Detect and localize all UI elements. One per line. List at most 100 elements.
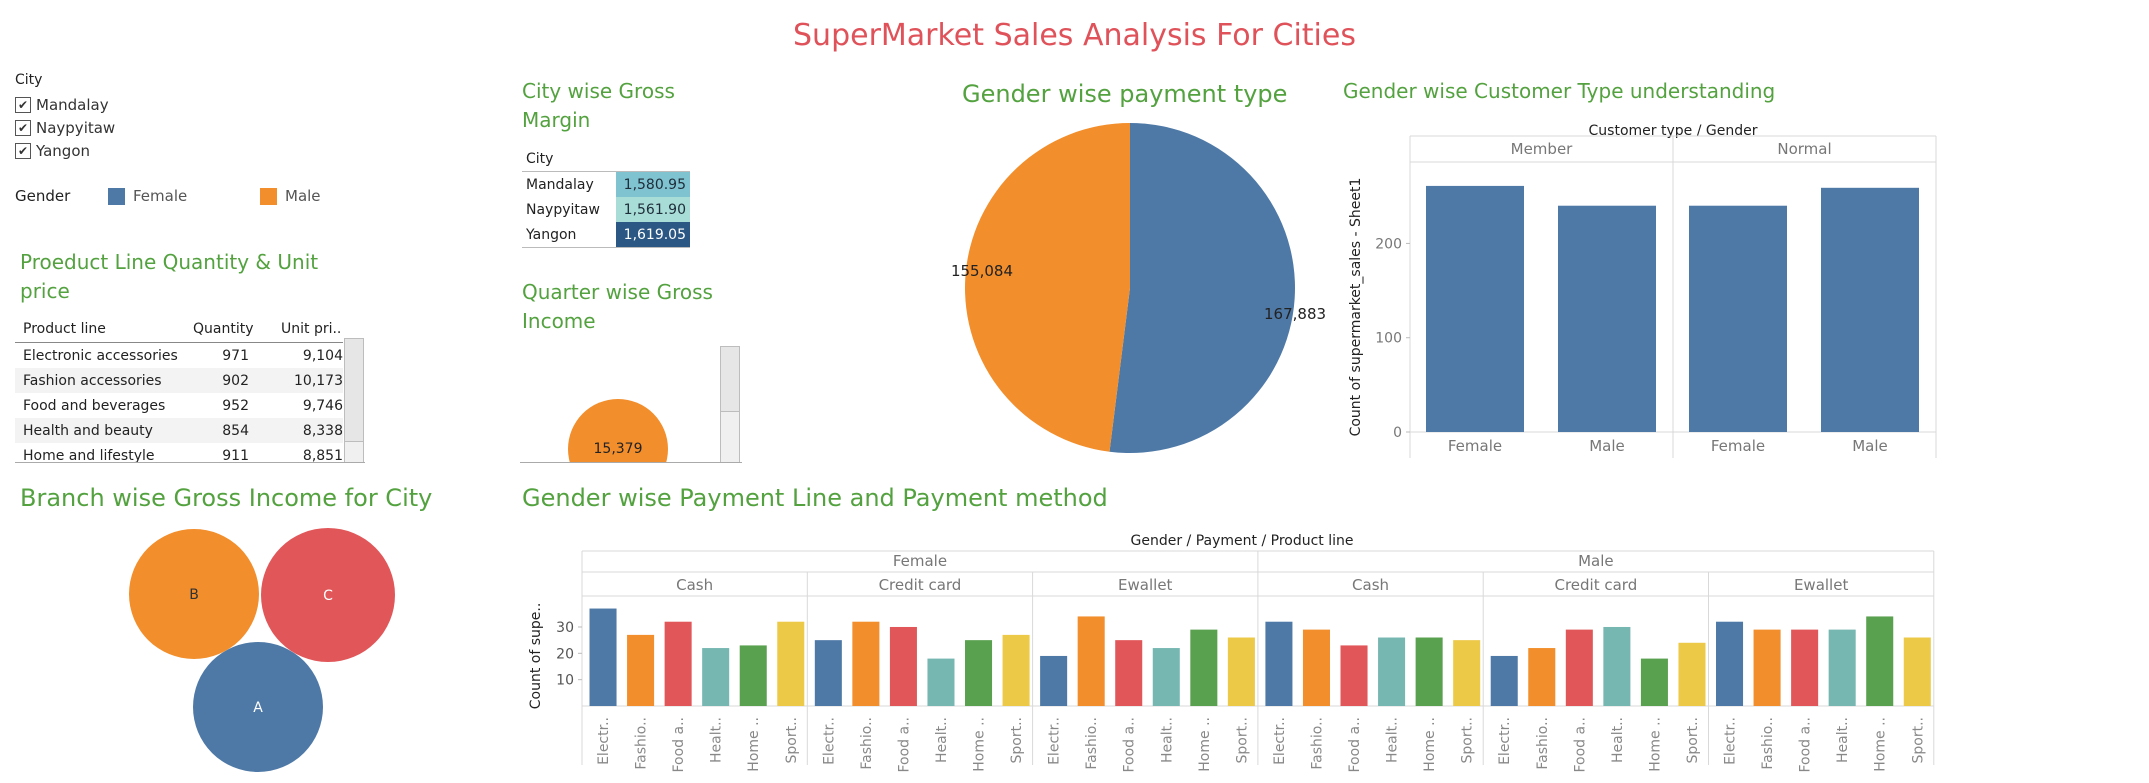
payment-line-bar[interactable] [927,658,955,706]
y-tick-label: 30 [556,620,574,636]
payment-line-bar[interactable] [664,621,692,706]
payment-line-bar[interactable] [1002,634,1030,706]
payment-method-header: Cash [676,576,713,594]
payment-line-bar[interactable] [1565,629,1593,706]
payment-line-bar[interactable] [1340,645,1368,706]
x-tick-label: Electr.. [596,717,612,765]
legend-female[interactable]: Female [108,187,187,205]
branch-bubble-b[interactable] [129,529,259,659]
payment-line-bar[interactable] [814,640,842,706]
x-tick-label: Healt.. [1835,717,1851,763]
payment-line-bar[interactable] [1227,637,1255,706]
payment-line-bar[interactable] [1528,648,1556,706]
y-tick-label: 100 [1375,331,1402,347]
payment-line-bar[interactable] [965,640,993,706]
x-tick-label: Sport.. [1009,717,1025,763]
legend-label-male: Male [285,187,321,205]
payment-line-bar[interactable] [1828,629,1856,706]
payment-line-bar[interactable] [702,648,730,706]
quarter-income-viz: 15,379 [520,392,730,463]
quarter-bubble[interactable] [568,399,668,463]
payment-line-bar[interactable] [627,634,655,706]
scrollbar-thumb[interactable] [720,346,740,412]
cell-quantity: 911 [222,447,249,464]
payment-line-bar[interactable] [1866,616,1894,706]
quarter-scrollbar[interactable] [720,346,740,463]
product-table: Product line Quantity Unit pri.. Electro… [15,318,343,465]
cell-gross-margin[interactable]: 1,561.90 [616,197,690,222]
checkbox-checked-icon[interactable]: ✔ [15,96,31,113]
payment-line-bar[interactable] [1490,655,1518,706]
gross-margin-header: City [526,150,554,167]
payment-line-bar[interactable] [1378,637,1406,706]
customer-type-bar[interactable] [1558,205,1656,432]
customer-type-bar[interactable] [1426,185,1524,432]
payment-line-bar[interactable] [589,608,617,706]
x-tick-label: Healt.. [1610,717,1626,763]
city-option-mandalay[interactable]: ✔ Mandalay [15,93,115,116]
payment-line-bar[interactable] [1077,616,1105,706]
cell-product-line: Electronic accessories [23,347,178,364]
payment-line-bar[interactable] [1040,655,1068,706]
table-row: Naypyitaw 1,561.90 [522,197,690,222]
customer-type-y-axis-label: Count of supermarket_sales - Sheet1 [1348,178,1364,437]
checkbox-checked-icon[interactable]: ✔ [15,142,31,159]
payment-line-bar[interactable] [1678,642,1706,706]
cell-gross-margin[interactable]: 1,619.05 [616,222,690,248]
payment-line-bar[interactable] [1753,629,1781,706]
x-tick-label: Food a.. [1347,717,1363,773]
branch-bubble-a[interactable] [193,642,323,772]
payment-line-bar[interactable] [1152,648,1180,706]
pie-slice[interactable] [964,122,1130,452]
table-bottom-divider [15,462,365,463]
payment-line-bar[interactable] [1453,640,1481,706]
col-header-product-line[interactable]: Product line [15,318,193,343]
legend-male[interactable]: Male [260,187,321,205]
cell-gross-margin[interactable]: 1,580.95 [616,171,690,197]
customer-type-bar[interactable] [1689,205,1787,432]
city-filter-label: City [15,72,43,88]
x-tick-label: Home .. [1873,717,1889,772]
payment-line-bar[interactable] [1115,640,1143,706]
x-tick-label: Healt.. [934,717,950,763]
pie-slice[interactable] [1109,123,1295,453]
product-table-scrollbar[interactable] [344,338,364,463]
checkbox-checked-icon[interactable]: ✔ [15,119,31,136]
quarter-income-title: Quarter wise Gross Income [522,280,713,333]
col-header-unit-price[interactable]: Unit pri.. [273,318,343,343]
payment-line-bar[interactable] [1791,629,1819,706]
payment-line-bar[interactable] [852,621,880,706]
payment-line-bar[interactable] [889,626,917,706]
cell-quantity: 971 [222,347,249,364]
x-tick-label: Healt.. [709,717,725,763]
city-option-naypyitaw[interactable]: ✔ Naypyitaw [15,116,115,139]
payment-line-bar[interactable] [1603,626,1631,706]
payment-line-bar[interactable] [1302,629,1330,706]
payment-line-bar[interactable] [1190,629,1218,706]
payment-line-title: Gender wise Payment Line and Payment met… [522,484,1108,512]
city-option-yangon[interactable]: ✔ Yangon [15,139,115,162]
col-header-quantity[interactable]: Quantity [193,318,273,343]
payment-line-bar[interactable] [739,645,767,706]
cell-city: Yangon [522,222,616,248]
payment-line-bar[interactable] [1265,621,1293,706]
cell-unit-price: 10,173 [273,368,343,393]
branch-bubble-c[interactable] [261,528,395,662]
city-option-label: Mandalay [36,95,109,114]
payment-line-bar[interactable] [1415,637,1443,706]
payment-line-bar[interactable] [1716,621,1744,706]
scrollbar-thumb[interactable] [344,338,364,442]
customer-type-bar[interactable] [1821,187,1919,432]
table-row: Home and lifestyle 911 8,851 [15,443,343,465]
x-tick-label: Sport.. [1234,717,1250,763]
x-tick-label: Sport.. [1685,717,1701,763]
branch-income-title: Branch wise Gross Income for City [20,484,433,512]
payment-line-bar[interactable] [1903,637,1931,706]
payment-line-bar[interactable] [1640,658,1668,706]
x-tick-label: Food a.. [671,717,687,773]
cell-product-line: Fashion accessories [15,368,193,393]
payment-line-bar[interactable] [777,621,805,706]
gender-header-male: Male [1578,552,1614,570]
x-tick-label: Sport.. [784,717,800,763]
x-tick-label: Electr.. [1272,717,1288,765]
